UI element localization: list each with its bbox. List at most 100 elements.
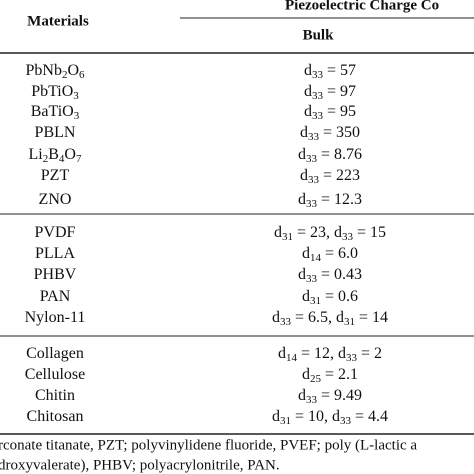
text-run: = 10, d bbox=[291, 408, 340, 425]
text-run: d bbox=[274, 224, 282, 241]
text-run: Cellulose bbox=[25, 366, 85, 383]
text-run: d bbox=[298, 387, 306, 404]
subscript: 33 bbox=[346, 352, 358, 364]
material-cell: Cellulose bbox=[25, 366, 85, 383]
text-run: = 2.1 bbox=[321, 366, 358, 383]
text-run: d bbox=[304, 62, 312, 79]
subscript: 2 bbox=[62, 69, 68, 81]
subscript: 33 bbox=[306, 153, 318, 165]
text-run: d bbox=[300, 167, 308, 184]
text-run: ZNO bbox=[39, 191, 72, 208]
coefficient-cell: d33 = 6.5, d31 = 14 bbox=[272, 309, 388, 328]
coefficient-cell: d33 = 8.76 bbox=[298, 146, 362, 165]
subscript: 14 bbox=[310, 252, 322, 264]
coefficient-cell: d14 = 12, d33 = 2 bbox=[278, 345, 382, 364]
text-run: d bbox=[302, 245, 310, 262]
text-run: PbNb bbox=[25, 62, 61, 79]
subgroup-header: Bulk bbox=[303, 27, 335, 43]
material-cell: PbNb2O6 bbox=[25, 62, 85, 81]
coefficient-cell: d33 = 223 bbox=[300, 167, 360, 186]
text-run: = 12, d bbox=[297, 345, 346, 362]
material-cell: Chitosan bbox=[27, 408, 84, 425]
subscript: 33 bbox=[312, 90, 324, 102]
coefficient-cell: d31 = 0.6 bbox=[302, 288, 358, 307]
material-cell: BaTiO3 bbox=[31, 103, 80, 122]
group-header: Piezoelectric Charge Co bbox=[285, 0, 439, 13]
material-cell: PZT bbox=[41, 167, 70, 184]
coefficient-cell: d14 = 6.0 bbox=[302, 245, 358, 264]
material-cell: Chitin bbox=[35, 387, 75, 404]
text-run: = 8.76 bbox=[317, 146, 362, 163]
text-run: = 14 bbox=[355, 309, 388, 326]
subscript: 31 bbox=[310, 295, 321, 307]
material-cell: PVDF bbox=[35, 224, 76, 241]
text-run: PZT bbox=[41, 167, 70, 184]
subscript: 31 bbox=[280, 415, 291, 427]
text-run: = 0.43 bbox=[317, 266, 362, 283]
text-run: d bbox=[278, 345, 286, 362]
subscript: 7 bbox=[76, 153, 82, 165]
coefficient-cell: d31 = 10, d33 = 4.4 bbox=[272, 408, 388, 427]
text-run: d bbox=[272, 408, 280, 425]
text-run: = 350 bbox=[319, 124, 360, 141]
text-run: B bbox=[48, 146, 59, 163]
text-run: O bbox=[67, 62, 79, 79]
text-run: d bbox=[272, 309, 280, 326]
subscript: 33 bbox=[342, 231, 354, 243]
text-run: d bbox=[300, 124, 308, 141]
footnote: droxyvalerate), PHBV; polyacrylonitrile,… bbox=[0, 457, 280, 473]
coefficient-cell: d31 = 23, d33 = 15 bbox=[274, 224, 386, 243]
text-run: Collagen bbox=[26, 345, 84, 362]
coefficient-cell: d33 = 57 bbox=[304, 62, 356, 81]
subscript: 33 bbox=[306, 394, 318, 406]
text-run: d bbox=[304, 83, 312, 100]
text-run: = 2 bbox=[357, 345, 382, 362]
text-run: PAN bbox=[40, 288, 71, 305]
text-run: d bbox=[298, 146, 306, 163]
subscript: 33 bbox=[308, 174, 320, 186]
subscript: 3 bbox=[74, 110, 80, 122]
coefficient-cell: d33 = 9.49 bbox=[298, 387, 362, 406]
coefficient-cell: d33 = 97 bbox=[304, 83, 356, 102]
footnote: rconate titanate, PZT; polyvinylidene fl… bbox=[0, 437, 417, 453]
material-cell: Collagen bbox=[26, 345, 84, 362]
subscript: 33 bbox=[306, 198, 318, 210]
text-run: PbTiO bbox=[31, 83, 73, 100]
material-cell: Nylon-11 bbox=[25, 309, 86, 326]
text-run: d bbox=[298, 191, 306, 208]
text-run: = 223 bbox=[319, 167, 360, 184]
coefficient-cell: d33 = 12.3 bbox=[298, 191, 362, 210]
material-cell: PAN bbox=[40, 288, 71, 305]
text-run: d bbox=[302, 288, 310, 305]
text-run: = 6.5, d bbox=[291, 309, 344, 326]
subscript: 4 bbox=[59, 153, 65, 165]
text-run: Chitosan bbox=[27, 408, 84, 425]
text-run: d bbox=[304, 103, 312, 120]
subscript: 14 bbox=[286, 352, 298, 364]
text-run: PBLN bbox=[35, 124, 76, 141]
material-cell: Li2B4O7 bbox=[29, 146, 82, 165]
subscript: 33 bbox=[306, 273, 318, 285]
subscript: 25 bbox=[310, 373, 322, 385]
text-run: = 23, d bbox=[293, 224, 342, 241]
material-cell: PHBV bbox=[34, 266, 77, 283]
coefficient-cell: d33 = 0.43 bbox=[298, 266, 362, 285]
text-run: Li bbox=[29, 146, 44, 163]
coefficient-cell: d25 = 2.1 bbox=[302, 366, 358, 385]
text-run: O bbox=[64, 146, 76, 163]
subscript: 2 bbox=[43, 153, 49, 165]
text-run: Nylon-11 bbox=[25, 309, 86, 326]
subscript: 31 bbox=[344, 316, 355, 328]
text-run: Chitin bbox=[35, 387, 75, 404]
text-run: PVDF bbox=[35, 224, 76, 241]
text-run: = 57 bbox=[323, 62, 356, 79]
text-run: BaTiO bbox=[31, 103, 74, 120]
subscript: 33 bbox=[312, 69, 324, 81]
coefficient-cell: d33 = 350 bbox=[300, 124, 360, 143]
text-run: PHBV bbox=[34, 266, 77, 283]
subscript: 33 bbox=[340, 415, 352, 427]
text-run: = 12.3 bbox=[317, 191, 362, 208]
subscript: 33 bbox=[308, 131, 320, 143]
